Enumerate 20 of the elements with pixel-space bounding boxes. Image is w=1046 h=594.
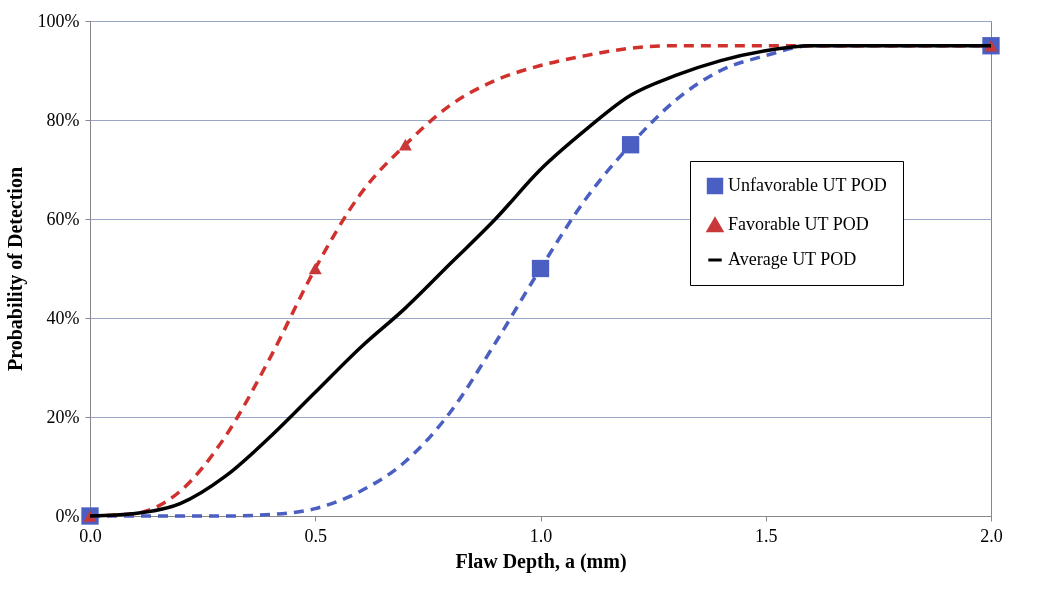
- y-axis-title: Probability of Detection: [3, 166, 27, 372]
- y-tick-label: 100%: [37, 10, 80, 31]
- y-tick-label: 80%: [46, 109, 80, 130]
- x-tick-label: 0.0: [79, 525, 102, 546]
- x-tick-label: 1.5: [755, 525, 778, 546]
- point: [308, 262, 322, 275]
- x-axis-title: Flaw Depth, a (mm): [455, 549, 627, 573]
- y-tick-label: 40%: [46, 307, 80, 328]
- x-tick-label: 2.0: [980, 525, 1003, 546]
- legend-label: Favorable UT POD: [728, 214, 869, 234]
- y-tick-label: 60%: [46, 208, 80, 229]
- legend-label: Unfavorable UT POD: [728, 175, 887, 195]
- point: [531, 259, 550, 278]
- y-tick-label: 0%: [55, 505, 80, 526]
- legend-label: Average UT POD: [728, 249, 857, 269]
- y-tick-label: 20%: [46, 406, 80, 427]
- point: [621, 136, 640, 154]
- point: [398, 139, 412, 151]
- x-tick-label: 0.5: [304, 525, 327, 546]
- x-tick-label: 1.0: [529, 525, 553, 546]
